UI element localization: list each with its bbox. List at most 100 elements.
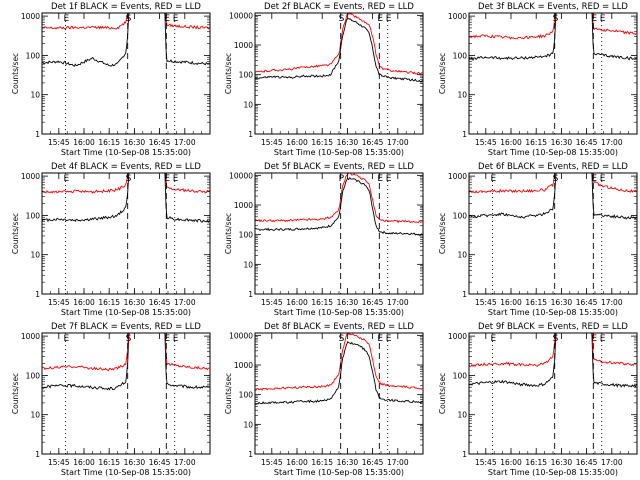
x-tick-label: 16:45: [576, 458, 598, 467]
marker-label: S: [126, 174, 132, 184]
y-axis-label: Counts/sec: [224, 53, 233, 94]
x-axis-label: Start Time (10-Sep-08 15:35:00): [488, 148, 618, 157]
y-axis-label: Counts/sec: [224, 373, 233, 414]
marker-label: E: [377, 14, 383, 24]
y-tick-label: 1: [35, 290, 40, 299]
x-tick-label: 16:45: [362, 298, 384, 307]
marker-label: E: [64, 174, 70, 184]
y-tick-label: 1: [462, 130, 467, 139]
panel-title: Det 8f BLACK = Events, RED = LLD: [264, 322, 414, 332]
x-tick-label: 16:00: [500, 298, 522, 307]
x-tick-label: 16:15: [98, 298, 120, 307]
panel-title: Det 2f BLACK = Events, RED = LLD: [264, 2, 414, 12]
y-tick-label: 10: [243, 260, 253, 269]
x-tick-label: 15:45: [261, 458, 283, 467]
panel-title: Det 3f BLACK = Events, RED = LLD: [478, 2, 628, 12]
y-tick-label: 1000: [234, 361, 253, 370]
marker-label: E: [600, 174, 606, 184]
x-axis-label: Start Time (10-Sep-08 15:35:00): [274, 308, 404, 317]
y-tick-label: 100: [453, 51, 468, 60]
x-tick-label: 16:45: [362, 138, 384, 147]
y-tick-label: 100: [453, 371, 468, 380]
x-tick-label: 16:00: [73, 458, 95, 467]
series-events: [255, 340, 423, 405]
y-tick-label: 100: [26, 51, 41, 60]
x-axis-label: Start Time (10-Sep-08 15:35:00): [61, 468, 191, 477]
series-events: [469, 13, 637, 62]
x-axis-label: Start Time (10-Sep-08 15:35:00): [61, 148, 191, 157]
plot-frame: [41, 12, 211, 135]
y-tick-label: 1: [462, 290, 467, 299]
x-tick-label: 17:00: [174, 138, 196, 147]
y-tick-label: 1000: [234, 201, 253, 210]
series-events: [469, 333, 637, 388]
y-tick-label: 10: [243, 420, 253, 429]
x-tick-label: 16:30: [337, 138, 359, 147]
y-tick-label: 1000: [234, 41, 253, 50]
x-tick-label: 15:45: [48, 298, 70, 307]
x-axis-label: Start Time (10-Sep-08 15:35:00): [274, 468, 404, 477]
series-events: [42, 333, 210, 391]
marker-label: S: [339, 334, 345, 344]
marker-label: P: [339, 174, 345, 184]
series-lld: [469, 333, 637, 368]
x-tick-label: 16:30: [337, 298, 359, 307]
marker-label: S: [553, 14, 559, 24]
x-tick-label: 16:00: [286, 298, 308, 307]
x-tick-label: 16:30: [337, 458, 359, 467]
x-tick-label: 15:45: [261, 298, 283, 307]
x-tick-label: 16:00: [500, 458, 522, 467]
x-tick-label: 17:00: [601, 458, 623, 467]
series-lld: [255, 13, 423, 75]
x-tick-label: 15:45: [48, 458, 70, 467]
marker-label: E: [164, 174, 170, 184]
series-events: [42, 13, 210, 67]
y-tick-label: 1: [35, 450, 40, 459]
x-tick-label: 16:30: [551, 138, 573, 147]
x-tick-label: 16:30: [551, 458, 573, 467]
y-tick-label: 1000: [448, 12, 467, 21]
x-tick-label: 16:30: [124, 138, 146, 147]
panel-title: Det 5f BLACK = Events, RED = LLD: [264, 162, 414, 172]
marker-label: S: [126, 14, 132, 24]
marker-label: E: [164, 334, 170, 344]
x-tick-label: 16:15: [525, 298, 547, 307]
y-tick-label: 100: [26, 211, 41, 220]
series-lld: [42, 13, 210, 30]
panel-title: Det 4f BLACK = Events, RED = LLD: [51, 162, 201, 172]
series-events: [255, 177, 423, 236]
marker-label: E: [173, 334, 179, 344]
y-axis-label: Counts/sec: [11, 213, 20, 254]
marker-label: E: [377, 174, 383, 184]
y-tick-label: 10: [30, 251, 40, 260]
marker-label: E: [173, 174, 179, 184]
y-tick-label: 1000: [448, 172, 467, 181]
marker-label: E: [64, 14, 70, 24]
series-lld: [42, 173, 210, 194]
y-tick-label: 1: [462, 450, 467, 459]
x-axis-label: Start Time (10-Sep-08 15:35:00): [488, 308, 618, 317]
x-tick-label: 17:00: [387, 458, 409, 467]
y-axis-label: Counts/sec: [224, 213, 233, 254]
x-tick-label: 16:15: [311, 458, 333, 467]
x-tick-label: 17:00: [174, 458, 196, 467]
y-tick-label: 1: [248, 290, 253, 299]
marker-label: E: [386, 174, 392, 184]
x-axis-label: Start Time (10-Sep-08 15:35:00): [488, 468, 618, 477]
y-axis-label: Counts/sec: [438, 213, 447, 254]
panel-det-3: Det 3f BLACK = Events, RED = LLD S E E 1 10 10…: [438, 2, 638, 157]
x-tick-label: 17:00: [387, 298, 409, 307]
x-tick-label: 16:30: [124, 458, 146, 467]
y-tick-label: 1: [248, 450, 253, 459]
marker-label: E: [491, 174, 497, 184]
series-events: [469, 173, 637, 220]
y-tick-label: 1000: [448, 332, 467, 341]
marker-label: E: [600, 334, 606, 344]
series-events: [255, 18, 423, 83]
y-tick-label: 10: [457, 251, 467, 260]
